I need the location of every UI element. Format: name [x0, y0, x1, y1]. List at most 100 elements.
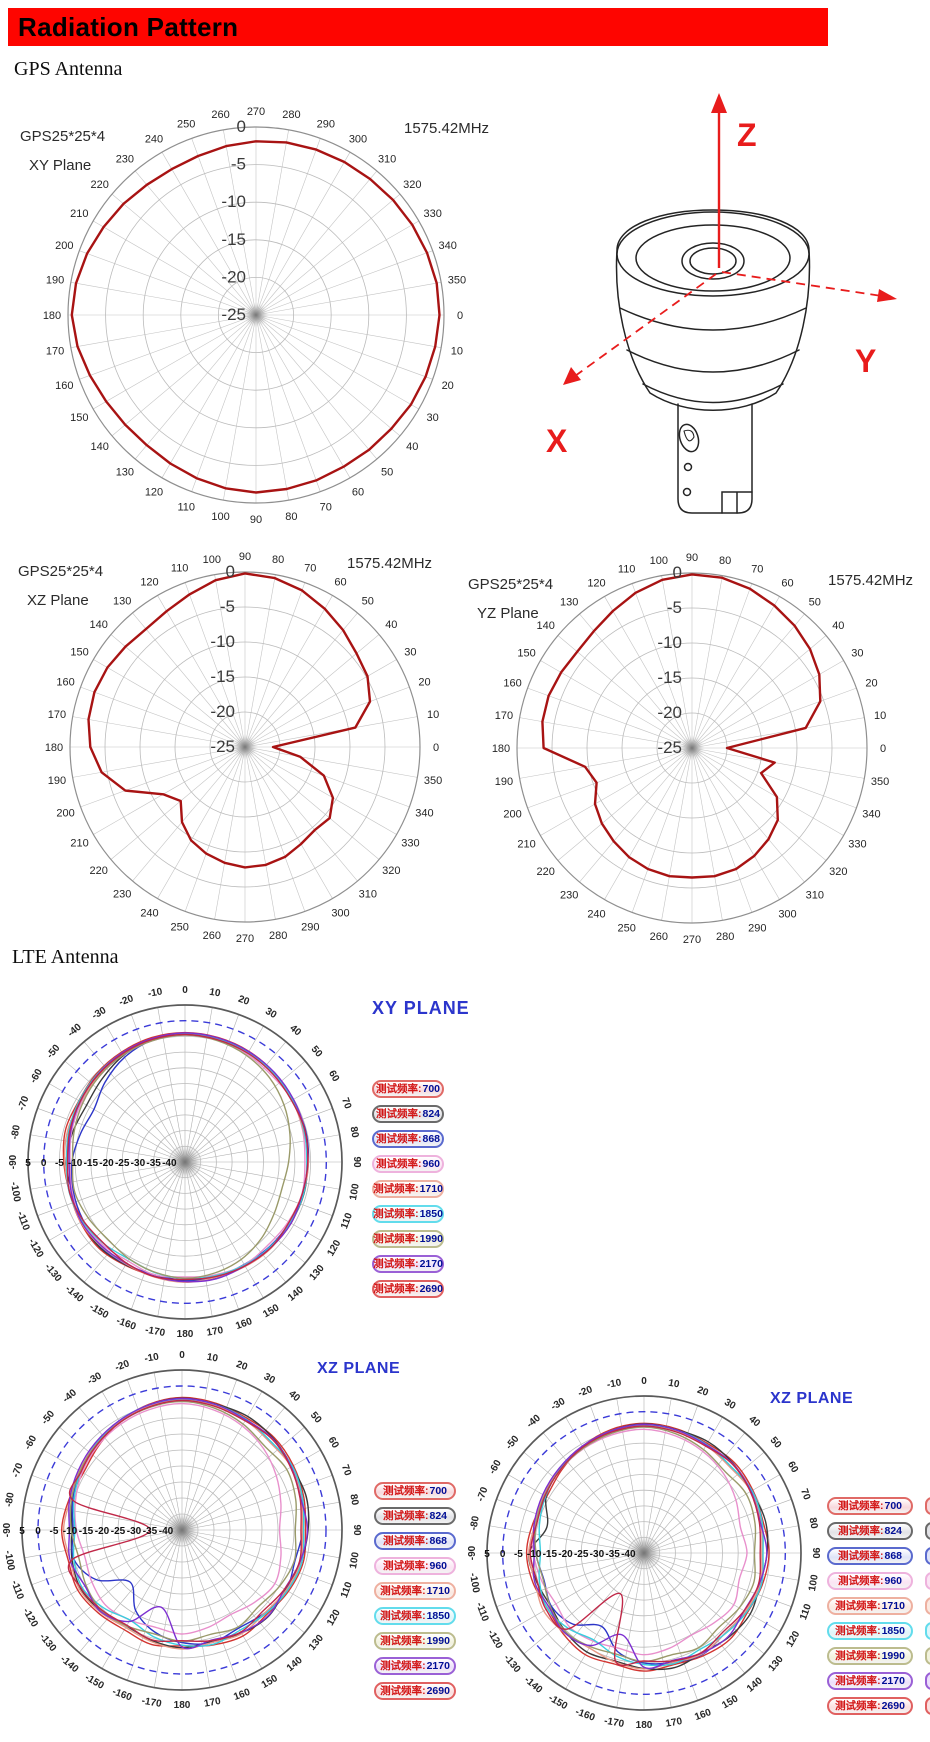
- lte-xz-right-angle-label: 50: [768, 1435, 784, 1451]
- lte-xz-left-angle-label: 80: [347, 1493, 360, 1506]
- gps-yz-model: GPS25*25*4: [468, 576, 554, 593]
- y-axis-label: Y: [855, 343, 876, 379]
- lte-xy-radial-label: -30: [131, 1158, 146, 1169]
- legend-item-1990: 测试频率:1990: [372, 1230, 444, 1248]
- lte-xy-angle-label: -150: [87, 1302, 110, 1322]
- gps-xz-radial-label: 0: [226, 562, 235, 581]
- lte-xz-left-series-960: [74, 1402, 282, 1635]
- lte-xz-left-angle-label: -160: [111, 1686, 134, 1703]
- legend-item-868: 测试频率:868: [827, 1547, 913, 1565]
- gps-xy-radial-label: -20: [221, 267, 246, 286]
- lte-xz-left-radial-label: 5: [19, 1526, 25, 1537]
- lte-xy-angle-label: 120: [325, 1238, 343, 1258]
- lte-xz-right-legend: 测试频率:700 测试频率:824 测试频率:868 测试频率:960 测试频率:171…: [827, 1497, 913, 1715]
- lte-xz-right-angle-label: 130: [767, 1654, 786, 1674]
- gps-xy-angle-label: 310: [378, 154, 396, 166]
- legend-item-1990: 测试频率:1990: [374, 1632, 456, 1650]
- legend-freq-value: 1850: [881, 1624, 905, 1637]
- lte-xz-left-angle-label: -20: [114, 1358, 132, 1373]
- lte-xz-left-angle-label: 20: [235, 1359, 250, 1373]
- gps-xy-angle-label: 210: [70, 208, 88, 220]
- lte-xz-right-angle-label: -100: [467, 1572, 481, 1594]
- lte-xz-right-angle-label: 120: [784, 1629, 802, 1649]
- legend-prefix: 测试频率: [373, 1182, 416, 1195]
- lte-xz-left-angle-label: 30: [262, 1371, 278, 1386]
- lte-xy-angle-label: -80: [9, 1124, 22, 1141]
- gps-xy-plane: XY Plane: [29, 157, 92, 174]
- gps-yz-angle-label: 250: [617, 922, 635, 934]
- lte-xz-left-radial-label: 0: [35, 1526, 41, 1537]
- legend-prefix: 测试频率: [373, 1257, 416, 1270]
- clipped-legend-item: [925, 1622, 930, 1640]
- lte-xy-angle-label: 70: [339, 1096, 353, 1111]
- legend-freq-value: 824: [422, 1107, 441, 1120]
- lte-xz-right-angle-label: 180: [636, 1720, 653, 1731]
- legend-prefix: 测试频率: [380, 1584, 423, 1597]
- gps-xz-chart: 0 10 20 30 40 50 60 70 80 90 100 110 120 130 140 150 160…: [45, 551, 442, 945]
- gps-xz-angle-label: 180: [45, 742, 63, 754]
- lte-xy-radial-label: -20: [99, 1158, 114, 1169]
- legend-freq-value: 960: [422, 1157, 441, 1170]
- lte-xz-left-angle-label: 110: [339, 1580, 355, 1599]
- lte-xz-left-angle-label: 180: [174, 1700, 191, 1711]
- clipped-legend-item: [925, 1522, 930, 1540]
- lte-xz-left-radial-label: -35: [143, 1526, 158, 1537]
- gps-yz-chart: 0 10 20 30 40 50 60 70 80 90 100 110 120 130 140 150 160…: [492, 552, 889, 946]
- lte-xy-angle-label: 20: [237, 994, 252, 1008]
- lte-xy-angle-label: -110: [14, 1210, 31, 1232]
- legend-item-700: 测试频率:700: [374, 1482, 456, 1500]
- lte-xz-right-radial-label: -25: [574, 1549, 589, 1560]
- lte-xy-radial-label: -10: [68, 1158, 83, 1169]
- gps-xz-angle-label: 290: [301, 921, 319, 933]
- legend-item-824: 测试频率:824: [372, 1105, 444, 1123]
- legend-prefix: 测试频率: [837, 1549, 880, 1562]
- lte-xy-angle-label: 180: [177, 1329, 194, 1340]
- gps-yz-radial-label: -10: [657, 633, 682, 652]
- lte-xz-left-legend: 测试频率:700 测试频率:824 测试频率:868 测试频率:960 测试频率:171…: [374, 1482, 456, 1700]
- legend-freq-value: 2170: [881, 1674, 905, 1687]
- lte-xy-angle-label: 40: [287, 1023, 303, 1039]
- gps-xz-angle-label: 330: [401, 838, 419, 850]
- lte-xz-left-angle-label: -120: [20, 1606, 40, 1629]
- gps-xy-angle-label: 10: [451, 345, 463, 357]
- legend-item-960: 测试频率:960: [827, 1572, 913, 1590]
- gps-xy-model: GPS25*25*4: [20, 128, 106, 145]
- lte-xz-right-angle-label: 170: [665, 1716, 684, 1730]
- legend-prefix: 测试频率: [382, 1534, 425, 1547]
- legend-item-1850: 测试频率:1850: [374, 1607, 456, 1625]
- lte-xz-left-angle-label: -60: [23, 1433, 40, 1451]
- gps-xy-angle-label: 90: [250, 514, 262, 526]
- lte-xz-left-angle-label: 10: [206, 1352, 219, 1365]
- lte-xy-angle-label: -120: [26, 1237, 46, 1260]
- lte-xy-angle-label: 80: [348, 1126, 361, 1139]
- legend-prefix: 测试频率: [380, 1609, 423, 1622]
- lte-xz-left-angle-label: -70: [10, 1461, 25, 1479]
- gps-yz-radial-label: -25: [657, 738, 682, 757]
- gps-yz-freq: 1575.42MHz: [828, 572, 914, 589]
- lte-xz-right-series-2690: [529, 1425, 762, 1667]
- gps-yz-angle-label: 270: [683, 934, 701, 946]
- legend-item-700: 测试频率:700: [372, 1080, 444, 1098]
- gps-xy-angle-label: 340: [439, 240, 457, 252]
- gps-xy-angle-label: 230: [116, 154, 134, 166]
- lte-xz-left-angle-label: -40: [61, 1387, 79, 1405]
- clipped-legend-item: [925, 1497, 930, 1515]
- legend-freq-value: 2170: [419, 1257, 443, 1270]
- legend-freq-value: 960: [884, 1574, 903, 1587]
- legend-item-1990: 测试频率:1990: [827, 1647, 913, 1665]
- legend-prefix: 测试频率: [375, 1082, 418, 1095]
- gps-yz-angle-label: 330: [848, 839, 866, 851]
- lte-xz-left-series-2690: [67, 1399, 302, 1643]
- gps-yz-radial-label: 0: [673, 563, 682, 582]
- lte-xy-angle-label: 60: [326, 1069, 341, 1085]
- legend-item-868: 测试频率:868: [374, 1532, 456, 1550]
- lte-xy-angle-label: 10: [208, 987, 221, 1000]
- gps-xy-angle-label: 140: [91, 441, 109, 453]
- lte-xz-right-angle-label: -110: [473, 1601, 490, 1623]
- lte-xy-angle-label: -140: [63, 1283, 86, 1305]
- gps-yz-angle-label: 20: [865, 678, 877, 690]
- gps-yz-angle-label: 30: [851, 648, 863, 660]
- gps-xz-angle-label: 190: [48, 775, 66, 787]
- lte-xz-right-radial-label: -30: [590, 1549, 605, 1560]
- lte-xz-left-angle-label: -50: [39, 1408, 57, 1426]
